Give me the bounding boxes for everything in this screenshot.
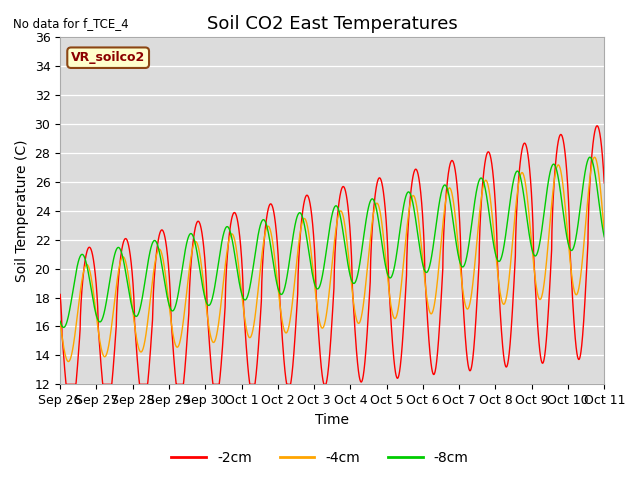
X-axis label: Time: Time [316,413,349,427]
Legend: -2cm, -4cm, -8cm: -2cm, -4cm, -8cm [166,445,474,471]
Y-axis label: Soil Temperature (C): Soil Temperature (C) [15,140,29,282]
Text: No data for f_TCE_4: No data for f_TCE_4 [13,17,129,30]
Text: VR_soilco2: VR_soilco2 [71,51,145,64]
Title: Soil CO2 East Temperatures: Soil CO2 East Temperatures [207,15,458,33]
